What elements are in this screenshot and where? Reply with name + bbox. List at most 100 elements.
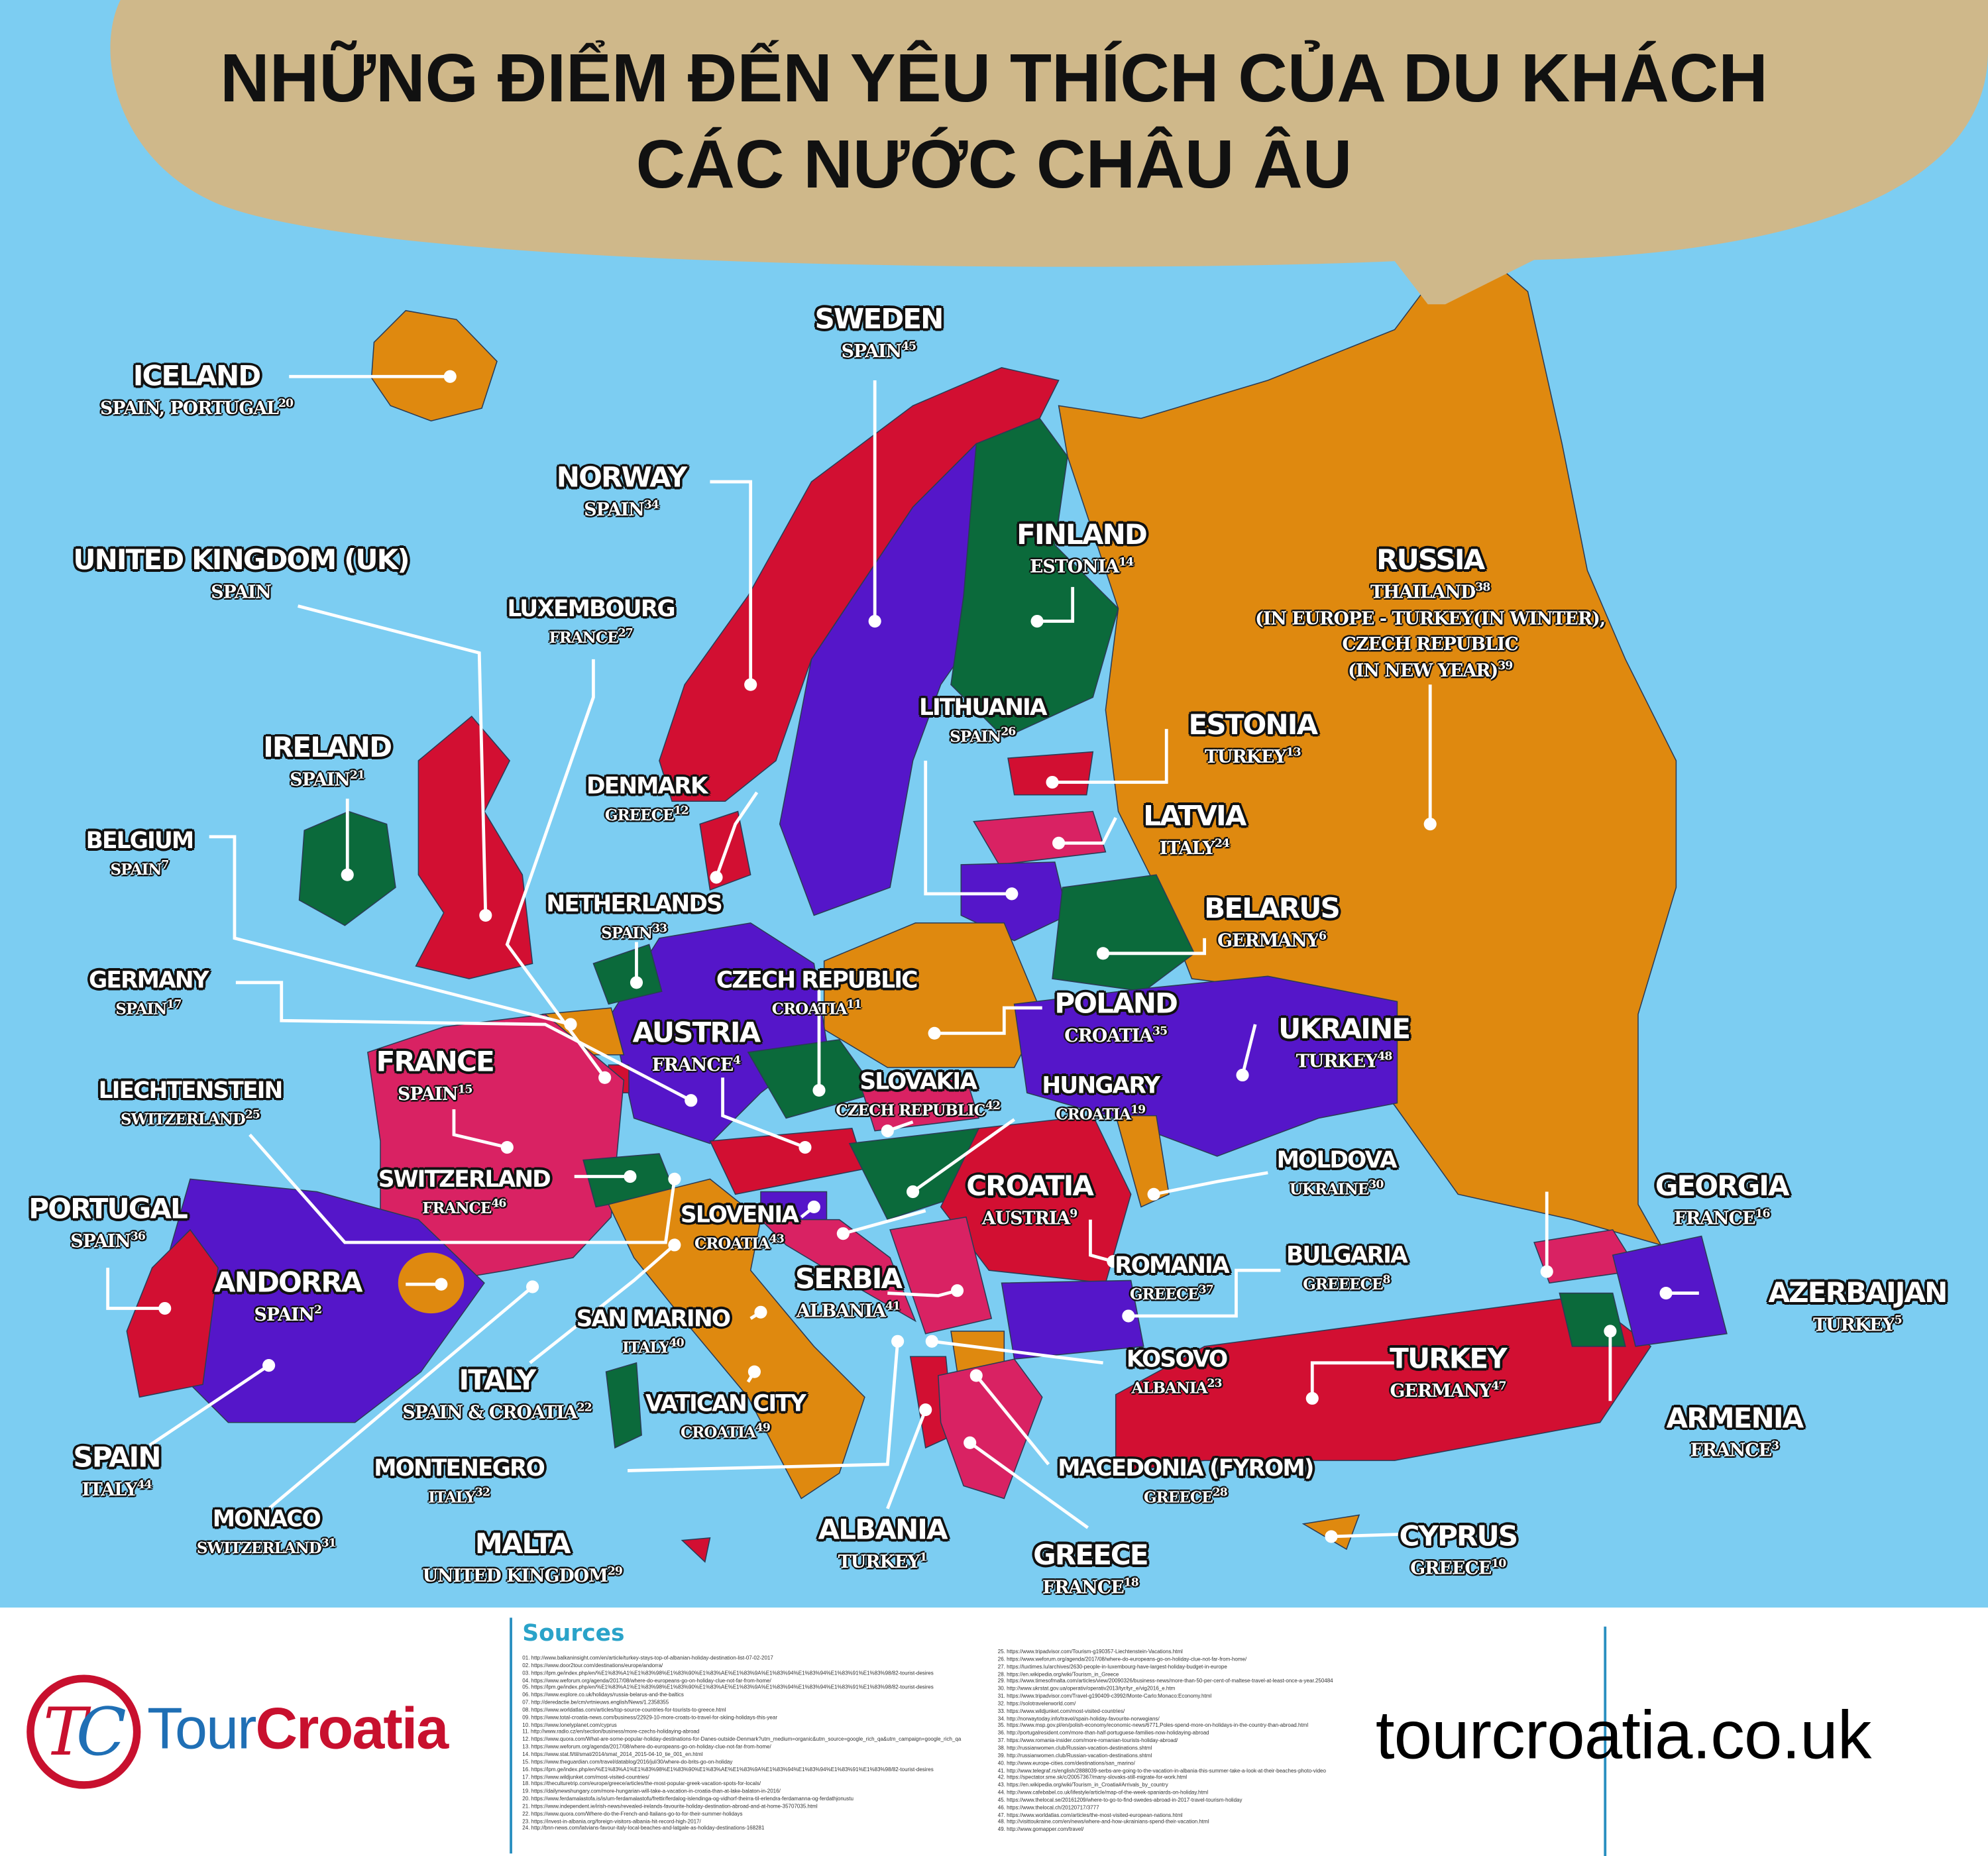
country-shape-united-kingdom: [415, 715, 533, 979]
source-item[interactable]: 07. http://deredactie.be/cm/vrtnieuws.en…: [522, 1698, 669, 1706]
country-label-serbia: SERBIA ALBANIA41: [795, 1264, 903, 1323]
source-item[interactable]: 46. https://www.thelocal.ch/20120717/377…: [997, 1804, 1099, 1810]
favourite-destination: AUSTRIA9: [966, 1205, 1093, 1231]
source-item[interactable]: 34. http://norwaytoday.info/travel/spain…: [997, 1714, 1160, 1721]
source-ref: 31: [321, 1537, 337, 1551]
source-item[interactable]: 20. https://www.ferdamalastofa.is/is/um-…: [522, 1795, 854, 1802]
favourite-destination: FRANCE27: [507, 624, 674, 649]
source-ref: 16: [1755, 1208, 1770, 1221]
destination-text: ITALY: [622, 1338, 670, 1357]
country-name: SWITZERLAND: [378, 1166, 551, 1193]
favourite-destination: FRANCE4: [633, 1051, 760, 1077]
country-name: CZECH REPUBLIC: [716, 967, 918, 995]
favourite-destination: CZECH REPUBLIC42: [836, 1097, 1001, 1122]
country-label-estonia: ESTONIA TURKEY13: [1189, 710, 1319, 769]
source-item[interactable]: 02. https://www.door2tour.com/destinatio…: [522, 1662, 663, 1668]
source-item[interactable]: 13. https://www.weforum.org/agenda/2017/…: [522, 1743, 771, 1750]
country-label-luxembourg: LUXEMBOURG FRANCE27: [507, 596, 675, 649]
country-shape-slovakia: [861, 1077, 980, 1132]
source-ref: 2: [314, 1304, 322, 1317]
source-item[interactable]: 10. https://www.lonelyplanet.com/cyprus: [522, 1721, 617, 1728]
location-dot: [526, 1280, 539, 1293]
source-item[interactable]: 06. https://www.explore.co.uk/holidays/r…: [522, 1691, 684, 1698]
source-item[interactable]: 32. https://solotravelerworld.com/: [997, 1700, 1076, 1707]
source-item[interactable]: 39. http://russianwomen.club/Russian-vac…: [997, 1751, 1152, 1759]
source-item[interactable]: 30. http://www.ukrstat.gov.ua/operativ/o…: [997, 1685, 1176, 1692]
source-item[interactable]: 41. http://www.telegraf.rs/english/28880…: [997, 1767, 1326, 1773]
location-dot: [262, 1359, 276, 1372]
source-item[interactable]: 01. http://www.balkaninsight.com/en/arti…: [522, 1654, 773, 1661]
country-name: NORWAY: [556, 463, 687, 495]
source-item[interactable]: 22. https://www.quora.com/Where-do-the-F…: [522, 1810, 743, 1817]
source-item[interactable]: 19. https://dailynewshungary.com/more-hu…: [522, 1788, 781, 1794]
destination-text: (IN NEW YEAR): [1348, 661, 1498, 682]
source-item[interactable]: 04. https://www.weforum.org/agenda/2017/…: [522, 1676, 771, 1683]
source-item[interactable]: 43. https://en.wikipedia.org/wiki/Touris…: [997, 1781, 1168, 1788]
source-item[interactable]: 23. https://invest-in-albania.org/foreig…: [522, 1817, 701, 1824]
source-item[interactable]: 21. https://www.independent.ie/irish-new…: [522, 1802, 818, 1810]
source-item[interactable]: 37. https://www.romania-insider.com/more…: [997, 1737, 1178, 1744]
source-item[interactable]: 17. https://www.wildjunket.com/most-visi…: [522, 1773, 649, 1780]
country-label-czech-republic: CZECH REPUBLIC CROATIA11: [716, 967, 918, 1020]
source-item[interactable]: 15. https://www.theguardian.com/travel/d…: [522, 1758, 733, 1765]
source-item[interactable]: 16. https://lpm.ge/index.php/en/%E1%83%A…: [522, 1765, 934, 1773]
favourite-destination: SPAIN2: [214, 1301, 362, 1327]
country-label-france: FRANCE SPAIN15: [376, 1047, 495, 1106]
destination-text: CZECH REPUBLIC: [1342, 635, 1519, 656]
source-item[interactable]: 09. https://www.total-croatia-news.com/b…: [522, 1714, 778, 1720]
source-item[interactable]: 25. https://www.tripadvisor.com/Tourism-…: [997, 1648, 1183, 1655]
country-label-sweden: SWEDEN SPAIN45: [814, 304, 944, 363]
country-shape-iceland: [370, 309, 498, 422]
source-item[interactable]: 11. http://www.radio.cz/en/section/busin…: [522, 1728, 700, 1735]
country-name: UNITED KINGDOM (UK): [73, 545, 410, 577]
country-name: MALTA: [474, 1529, 571, 1561]
source-item[interactable]: 12. https://www.quora.com/What-are-some-…: [522, 1735, 962, 1743]
country-label-norway: NORWAY SPAIN34: [557, 463, 687, 521]
source-item[interactable]: 33. https://www.wildjunket.com/most-visi…: [997, 1707, 1125, 1714]
source-item[interactable]: 18. https://theculturetrip.com/europe/gr…: [522, 1780, 761, 1787]
country-name: SLOVAKIA: [859, 1068, 977, 1096]
source-item[interactable]: 14. https://www.stat.fi/til/smat/2014/sm…: [522, 1751, 703, 1757]
location-dot: [443, 370, 457, 383]
website-url[interactable]: tourcroatia.co.uk: [1375, 1697, 1871, 1774]
source-item[interactable]: 48. http://visittoukraine.com/en/news/wh…: [997, 1818, 1209, 1826]
leader-line: [628, 1341, 899, 1472]
country-label-belarus: BELARUS GERMANY6: [1204, 894, 1341, 953]
country-name: CROATIA: [966, 1171, 1094, 1203]
location-dot: [891, 1335, 905, 1348]
favourite-destination: SPAIN: [73, 578, 408, 604]
favourite-destination: ESTONIA14: [1017, 553, 1146, 579]
source-item[interactable]: 47. https://www.worldatlas.com/articles/…: [997, 1811, 1183, 1818]
country-label-macedonia-fyrom: MACEDONIA (FYROM) GREECE28: [1058, 1455, 1314, 1508]
source-item[interactable]: 08. https://www.worldatlas.com/articles/…: [522, 1706, 726, 1713]
destination-text: SPAIN: [841, 341, 903, 362]
source-item[interactable]: 45. https://www.thelocal.se/20161209/whe…: [997, 1796, 1242, 1803]
country-shape-moldova: [1115, 1115, 1170, 1208]
source-item[interactable]: 36. http://portugalresident.com/more-tha…: [997, 1729, 1209, 1736]
source-item[interactable]: 28. https://en.wikipedia.org/wiki/Touris…: [997, 1670, 1119, 1677]
source-item[interactable]: 31. https://www.tripadvisor.com/Travel-g…: [997, 1692, 1212, 1699]
country-label-germany: GERMANY SPAIN17: [89, 967, 209, 1020]
location-dot: [624, 1170, 637, 1183]
source-item[interactable]: 35. https://www.msp.gov.pl/en/polish-eco…: [997, 1722, 1309, 1729]
source-ref: 44: [137, 1479, 152, 1492]
source-item[interactable]: 38. http://russianwomen.club/Russian-vac…: [997, 1744, 1152, 1751]
source-item[interactable]: 40. http://www.europe-cities.com/destina…: [997, 1759, 1135, 1766]
source-item[interactable]: 42. https://spectator.sme.sk/c/20057367/…: [997, 1774, 1187, 1780]
source-item[interactable]: 29. https://www.timesofmalta.com/article…: [997, 1678, 1333, 1684]
source-item[interactable]: 05. https://lpm.ge/index.php/en/%E1%83%A…: [522, 1684, 934, 1691]
source-item[interactable]: 27. https://luxtimes.lu/archives/2630-pe…: [997, 1663, 1227, 1670]
source-item[interactable]: 44. http://www.cafebabel.co.uk/lifestyle…: [997, 1788, 1209, 1796]
source-item[interactable]: 24. http://bnn-news.com/latvians-favour-…: [522, 1825, 765, 1831]
country-name: VATICAN CITY: [645, 1390, 806, 1418]
country-label-denmark: DENMARK GREECE12: [586, 773, 708, 826]
source-item[interactable]: 03. https://lpm.ge/index.php/en/%E1%83%A…: [522, 1669, 934, 1676]
location-dot: [1305, 1392, 1319, 1405]
source-item[interactable]: 26. https://www.weforum.org/agenda/2017/…: [997, 1655, 1247, 1663]
country-name: SWEDEN: [814, 304, 944, 337]
source-ref: 49: [755, 1422, 771, 1435]
destination-text: SPAIN & CROATIA: [402, 1403, 577, 1423]
source-item[interactable]: 49. http://www.gomapper.com/travel/: [997, 1826, 1084, 1833]
country-name: AUSTRIA: [632, 1018, 761, 1050]
source-ref: 34: [643, 499, 659, 512]
